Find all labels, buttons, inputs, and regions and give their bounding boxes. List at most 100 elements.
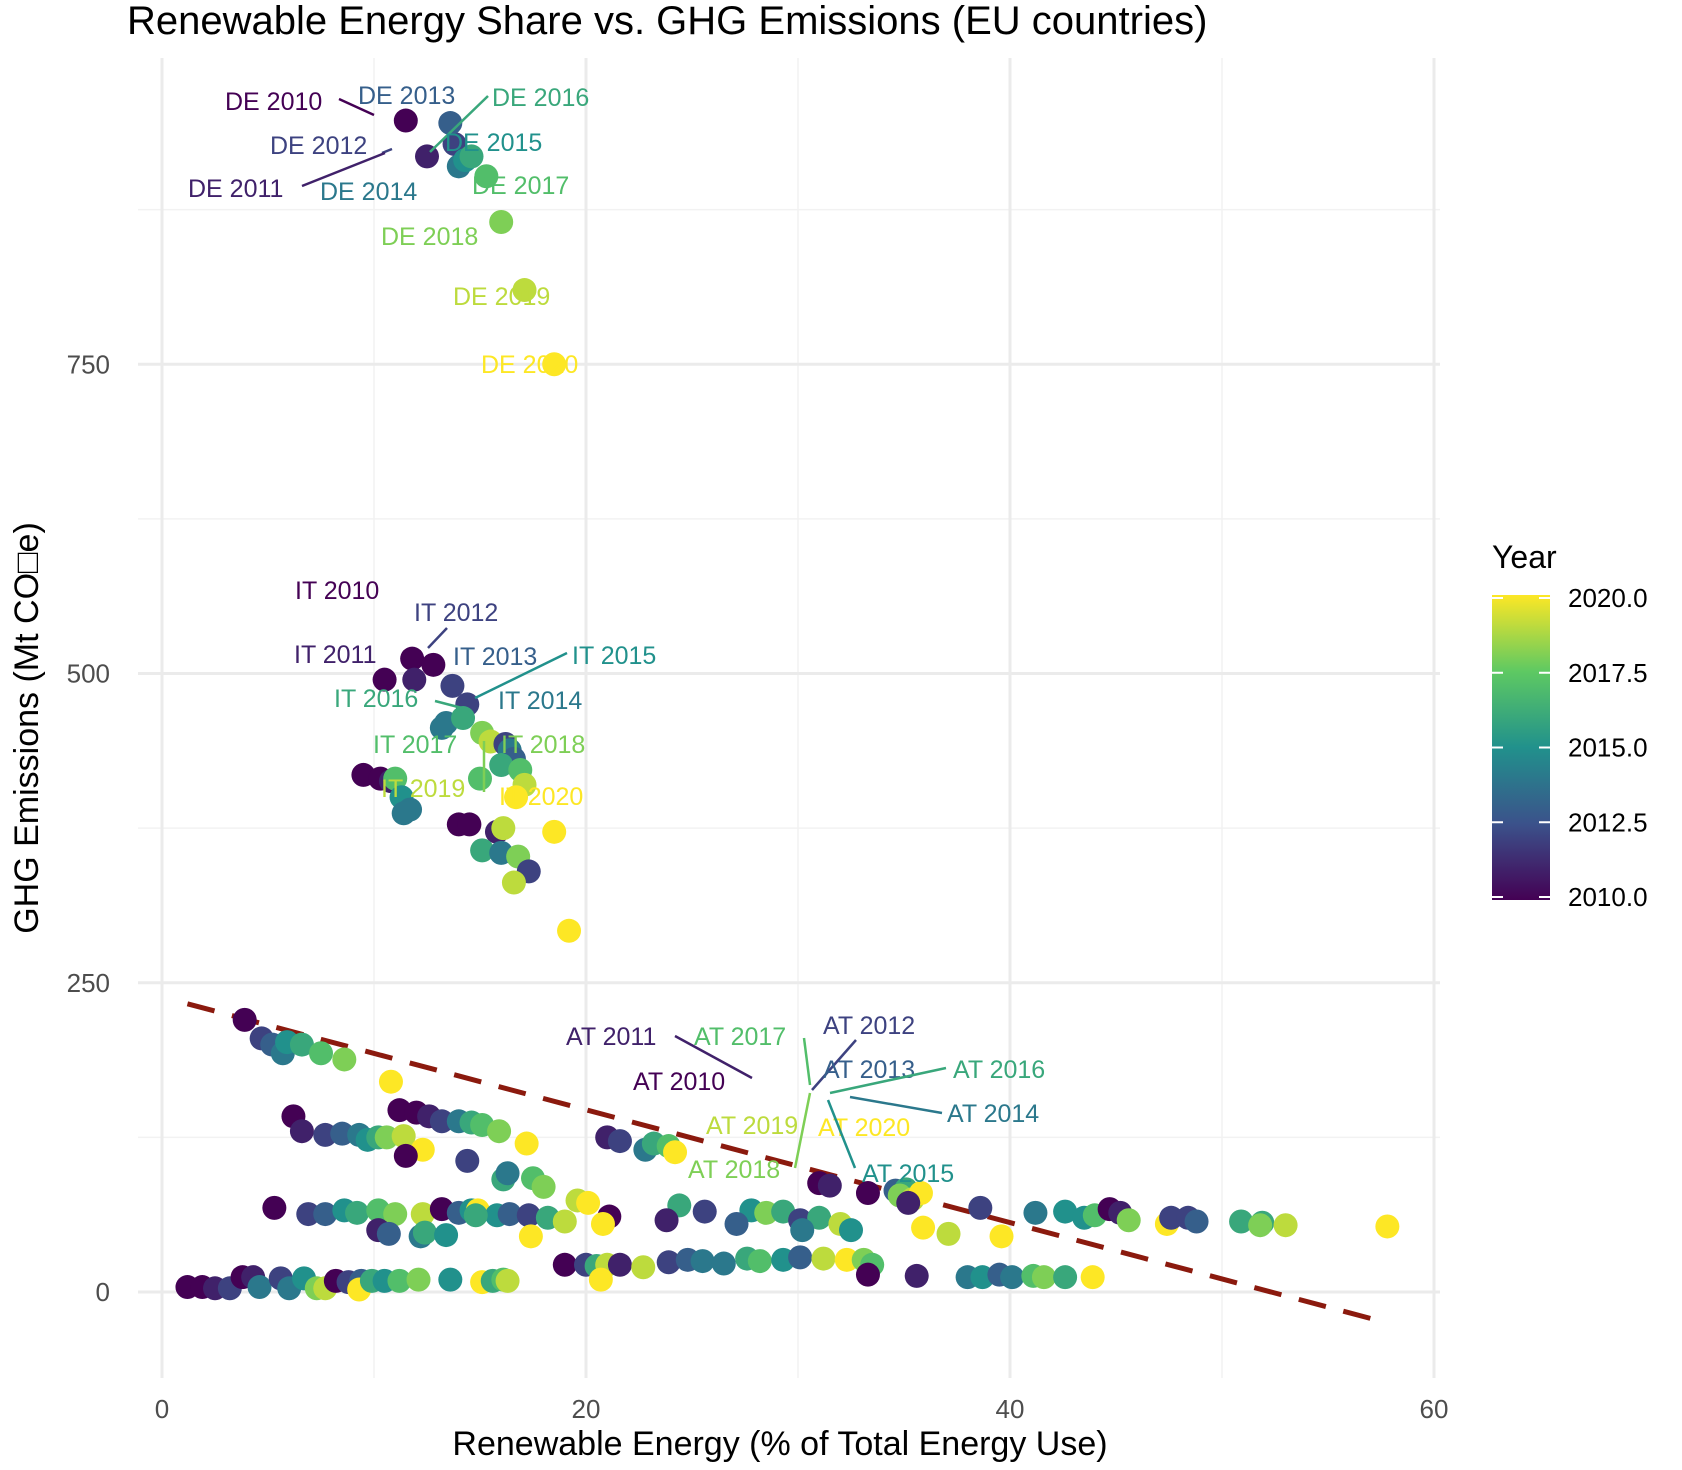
data-point xyxy=(438,111,463,136)
point-label: AT 2017 xyxy=(694,1023,786,1051)
point-label: DE 2019 xyxy=(453,283,550,311)
data-point xyxy=(495,1268,520,1293)
data-point xyxy=(438,1267,463,1292)
point-label: DE 2017 xyxy=(472,172,569,200)
data-point xyxy=(376,1221,401,1246)
data-point xyxy=(692,1199,717,1224)
point-label: IT 2011 xyxy=(294,641,376,669)
annotation-leader-line xyxy=(474,651,568,700)
data-point xyxy=(1053,1199,1078,1224)
point-label: IT 2015 xyxy=(572,642,656,670)
y-tick-label: 0 xyxy=(96,1277,110,1307)
x-tick-label: 60 xyxy=(1420,1394,1449,1424)
data-point xyxy=(896,1190,921,1215)
annotations-layer: DE 2010 DE 2013 DE 2016 DE 2012 DE 2015 DE 20… xyxy=(188,82,1045,1188)
data-point xyxy=(690,1249,715,1274)
legend-tick-label: 2015.0 xyxy=(1568,733,1648,763)
annotation-leader-line xyxy=(338,97,375,117)
point-label: AT 2012 xyxy=(823,1012,915,1040)
data-point xyxy=(1248,1213,1273,1238)
annotation-leader-line xyxy=(674,1034,753,1080)
point-label: DE 2010 xyxy=(225,88,322,116)
data-point xyxy=(501,870,526,895)
point-label: DE 2018 xyxy=(381,223,478,251)
data-point xyxy=(1023,1200,1048,1225)
data-point xyxy=(313,1202,338,1227)
data-point xyxy=(788,1245,813,1270)
annotation-leader-line xyxy=(429,95,489,153)
data-point xyxy=(514,1131,539,1156)
legend-tick-label: 2020.0 xyxy=(1568,583,1648,613)
trend-line-path xyxy=(186,1001,1389,1326)
data-point xyxy=(1053,1265,1078,1290)
point-label: IT 2012 xyxy=(414,599,498,627)
data-point xyxy=(631,1255,656,1280)
annotation-leader-line xyxy=(826,1099,857,1169)
data-point xyxy=(968,1195,993,1220)
data-point xyxy=(654,1208,679,1233)
data-point xyxy=(811,1246,836,1271)
point-label: AT 2018 xyxy=(688,1156,780,1184)
data-point xyxy=(232,1007,257,1032)
point-label: DE 2015 xyxy=(445,129,542,157)
data-point xyxy=(834,1247,859,1272)
point-label: AT 2014 xyxy=(947,1100,1039,1128)
data-point xyxy=(607,1129,632,1154)
data-point xyxy=(470,838,495,863)
data-point xyxy=(391,1124,416,1149)
data-point xyxy=(607,1252,632,1277)
point-label: AT 2013 xyxy=(823,1056,915,1084)
data-point xyxy=(372,667,397,692)
data-point xyxy=(1031,1265,1056,1290)
data-point xyxy=(421,652,446,677)
data-point xyxy=(1159,1205,1184,1230)
point-label: IT 2017 xyxy=(373,731,457,759)
point-label: AT 2016 xyxy=(953,1056,1045,1084)
point-label: IT 2010 xyxy=(295,577,379,605)
data-point xyxy=(552,1209,577,1234)
data-point xyxy=(410,1202,435,1227)
annotation-leader-line xyxy=(301,151,386,188)
data-point xyxy=(911,1215,936,1240)
data-point xyxy=(455,1148,480,1173)
legend-tick-label: 2017.5 xyxy=(1568,658,1648,688)
data-point xyxy=(790,1218,815,1243)
data-point xyxy=(487,1119,512,1144)
data-point xyxy=(429,715,454,740)
y-tick-label: 750 xyxy=(67,349,110,379)
data-point xyxy=(378,1069,403,1094)
point-label: AT 2020 xyxy=(818,1114,910,1142)
point-label: AT 2010 xyxy=(633,1068,725,1096)
data-point xyxy=(247,1275,272,1300)
data-point xyxy=(497,1202,522,1227)
points-layer xyxy=(175,108,1400,1302)
point-label: IT 2019 xyxy=(381,775,465,803)
x-tick-label: 0 xyxy=(155,1394,169,1424)
data-point xyxy=(429,1109,454,1134)
annotation-leader-line xyxy=(829,1066,947,1095)
data-point xyxy=(656,1250,681,1275)
data-point xyxy=(400,646,425,671)
data-point xyxy=(590,1211,615,1236)
x-tick-labels: 0 20 40 60 xyxy=(155,1394,1449,1424)
data-point xyxy=(807,1205,832,1230)
data-point xyxy=(1000,1265,1025,1290)
point-label: IT 2020 xyxy=(499,783,583,811)
data-point xyxy=(491,816,516,841)
legend: Year 2010.0 2012.5 2015.0 2017.5 2020.0 xyxy=(1492,539,1648,912)
x-axis-title: Renewable Energy (% of Total Energy Use) xyxy=(452,1425,1107,1463)
y-tick-labels: 0 250 500 750 xyxy=(67,349,110,1307)
data-point xyxy=(1229,1209,1254,1234)
annotation-leader-line xyxy=(849,1095,943,1115)
data-point xyxy=(345,1200,370,1225)
annotation-leader-line xyxy=(793,1092,812,1169)
y-tick-label: 250 xyxy=(67,968,110,998)
legend-ticks: 2010.0 2012.5 2015.0 2017.5 2020.0 xyxy=(1492,583,1648,912)
data-point xyxy=(1375,1214,1400,1239)
data-point xyxy=(1273,1213,1298,1238)
annotation-leader-line xyxy=(434,699,463,710)
data-point xyxy=(387,1268,412,1293)
legend-tick-label: 2012.5 xyxy=(1568,807,1648,837)
y-axis-title: GHG Emissions (Mt CO□e) xyxy=(8,522,46,934)
